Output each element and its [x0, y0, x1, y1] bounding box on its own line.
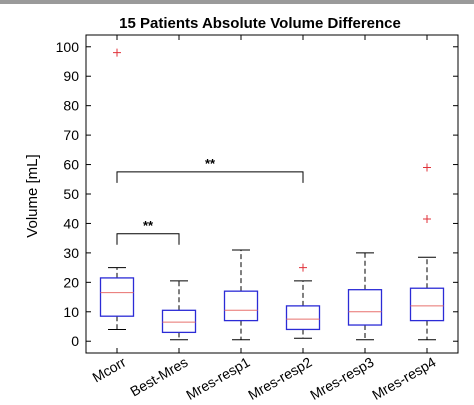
y-tick-label: 80	[63, 98, 79, 114]
box	[285, 305, 321, 331]
box	[347, 289, 383, 326]
x-tick-label: Mres-resp2	[245, 354, 314, 403]
y-tick-label: 90	[63, 68, 79, 84]
y-tick-label: 40	[63, 215, 79, 231]
outlier-marker	[423, 215, 431, 224]
y-tick-label: 30	[63, 245, 79, 261]
y-axis-label: Volume [mL]	[24, 154, 41, 237]
box	[409, 287, 445, 322]
outlier-marker	[423, 163, 431, 172]
top-border	[0, 0, 474, 4]
box	[161, 309, 197, 334]
x-tick-label: Mres-resp4	[369, 354, 438, 403]
y-tick-label: 50	[63, 186, 79, 202]
box	[99, 277, 135, 317]
box	[223, 290, 259, 322]
x-tick-label: Mres-resp3	[307, 354, 376, 403]
significance-bracket	[116, 233, 180, 245]
significance-label: **	[205, 156, 216, 171]
x-tick-label: Mcorr	[90, 354, 129, 386]
x-tick-label: Mres-resp1	[183, 354, 252, 403]
significance-bracket	[116, 171, 304, 183]
outlier-marker	[113, 48, 121, 57]
y-tick-label: 70	[63, 127, 79, 143]
y-tick-label: 0	[71, 333, 79, 349]
outlier-marker	[299, 263, 307, 272]
chart-title: 15 Patients Absolute Volume Difference	[119, 15, 401, 32]
plot-frame	[85, 34, 459, 354]
y-tick-label: 60	[63, 157, 79, 173]
y-tick-label: 10	[63, 304, 79, 320]
x-tick-label: Best-Mres	[127, 354, 190, 400]
y-tick-label: 100	[56, 39, 80, 55]
significance-label: **	[143, 218, 154, 233]
y-tick-label: 20	[63, 274, 79, 290]
plot-area: 0102030405060708090100McorrBest-MresMres…	[56, 34, 459, 403]
